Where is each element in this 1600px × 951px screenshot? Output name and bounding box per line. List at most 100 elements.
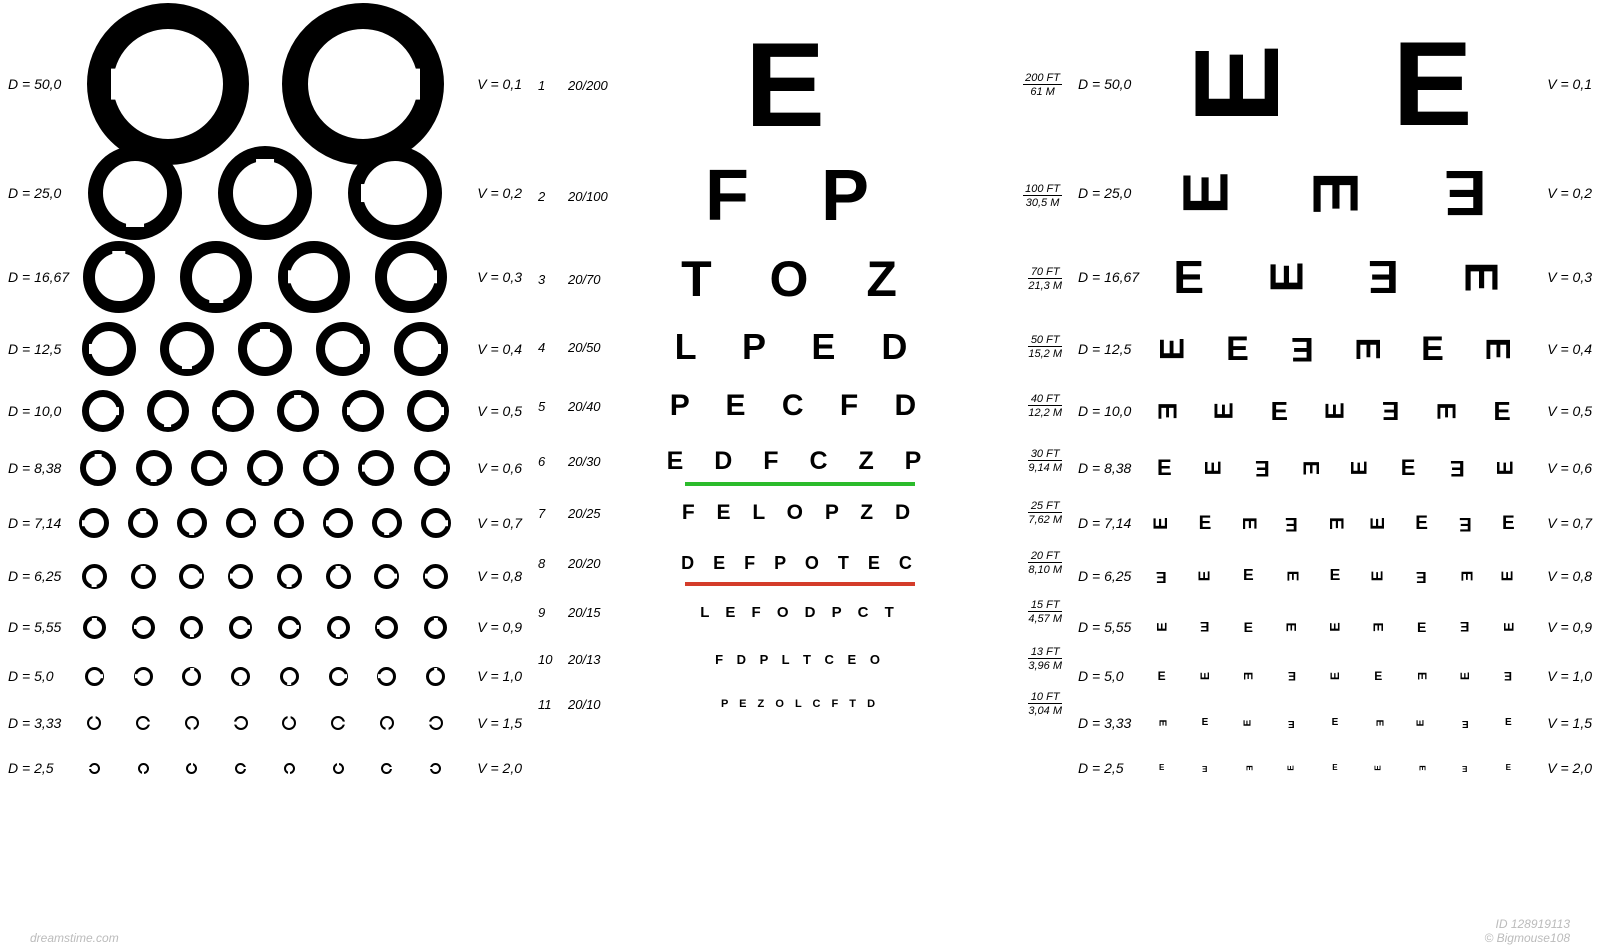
tumbling-e-icon: E (1495, 461, 1517, 476)
tumbling-e-icon: E (1450, 457, 1465, 479)
tumbling-e-icon: E (1374, 765, 1382, 770)
tumbling-e-row: D = 2,5V = 2,0EEEEEEEEE (1070, 746, 1600, 790)
landolt-c-icon (87, 716, 101, 730)
landolt-c-icon (134, 667, 153, 686)
line-number: 8 (538, 556, 545, 571)
landolt-c-icon (274, 508, 304, 538)
glyph-row (70, 602, 460, 652)
landolt-c-icon (331, 716, 345, 730)
tumbling-e-icon: E (1177, 44, 1297, 124)
tumbling-e-icon: E (1226, 332, 1249, 366)
landolt-c-icon (88, 146, 182, 240)
tumbling-e-icon: E (1457, 571, 1473, 582)
distance-ft: 100 FT (1023, 183, 1062, 196)
glyph-row: EEEE (1140, 238, 1530, 316)
optotype-letters: L E F O D P C T (650, 588, 950, 636)
landolt-c-icon (128, 508, 158, 538)
distance-label: 50 FT15,2 M (1028, 334, 1062, 360)
distance-label: D = 3,33 (1078, 715, 1131, 731)
visus-label: V = 0,9 (477, 619, 522, 635)
distance-label: D = 6,25 (1078, 568, 1131, 584)
landolt-c-icon (394, 322, 448, 376)
landolt-c-icon (229, 616, 252, 639)
landolt-row: D = 12,5V = 0,4 (0, 316, 530, 382)
tumbling-e-icon: E (1173, 172, 1237, 215)
acuity-label: 20/70 (568, 272, 601, 287)
tumbling-e-icon: E (1155, 402, 1181, 419)
snellen-row: 720/25F E L O P Z D25 FT7,62 M (530, 488, 1070, 538)
tumbling-e-icon: E (1433, 402, 1459, 419)
optotype-letters: F P (650, 150, 950, 242)
landolt-c-icon (147, 390, 189, 432)
snellen-row: 320/70T O Z70 FT21,3 M (530, 242, 1070, 316)
landolt-c-icon (348, 146, 442, 240)
acuity-label: 20/30 (568, 454, 601, 469)
landolt-row: D = 50,0V = 0,1 (0, 20, 530, 148)
landolt-c-icon (277, 390, 319, 432)
landolt-c-icon (430, 763, 441, 774)
landolt-c-icon (316, 322, 370, 376)
landolt-c-icon (226, 508, 256, 538)
landolt-c-icon (80, 450, 116, 486)
glyph-row (70, 496, 460, 550)
distance-label: 100 FT30,5 M (1023, 183, 1062, 209)
landolt-c-icon (235, 763, 246, 774)
landolt-c-icon (136, 450, 172, 486)
tumbling-e-icon: E (1370, 571, 1386, 582)
acuity-label: 20/25 (568, 506, 601, 521)
landolt-c-icon (136, 716, 150, 730)
tumbling-e-icon: E (1373, 720, 1383, 727)
visus-label: V = 1,0 (477, 668, 522, 684)
tumbling-e-icon: E (1417, 620, 1426, 634)
tumbling-e-icon: E (1284, 571, 1300, 582)
distance-label: D = 6,25 (8, 568, 61, 584)
optotype-letters: F E L O P Z D (650, 488, 950, 538)
acuity-label: 20/50 (568, 340, 601, 355)
landolt-c-icon (284, 763, 295, 774)
acuity-label: 20/40 (568, 399, 601, 414)
distance-label: D = 25,0 (1078, 185, 1131, 201)
watermark-left: dreamstime.com (30, 931, 119, 945)
optotype-letters: E (650, 20, 950, 150)
glyph-row (70, 746, 460, 790)
tumbling-e-icon: E (1382, 398, 1399, 424)
snellen-row: 420/50L P E D50 FT15,2 M (530, 316, 1070, 378)
distance-label: D = 8,38 (8, 460, 61, 476)
tumbling-e-icon: E (1300, 461, 1322, 476)
distance-ft: 70 FT (1028, 266, 1062, 279)
tumbling-e-icon: E (1458, 262, 1504, 293)
tumbling-e-icon: E (1156, 568, 1167, 584)
distance-label: D = 2,5 (1078, 760, 1124, 776)
tumbling-e-row: D = 25,0V = 0,2EEE (1070, 148, 1600, 238)
visus-label: V = 0,4 (477, 341, 522, 357)
landolt-c-icon (426, 667, 445, 686)
line-number: 4 (538, 340, 545, 355)
tumbling-e-icon: E (1199, 672, 1211, 680)
tumbling-e-icon: E (1239, 517, 1258, 530)
line-number: 11 (538, 697, 552, 712)
glyph-row: EE (1140, 20, 1530, 148)
tumbling-e-icon: E (1504, 670, 1512, 682)
visus-label: V = 0,6 (1547, 460, 1592, 476)
landolt-c-icon (326, 564, 351, 589)
snellen-row: 820/20D E F P O T E C20 FT8,10 M (530, 538, 1070, 588)
tumbling-e-icon: E (1271, 398, 1288, 424)
tumbling-e-icon: E (1322, 402, 1348, 419)
tumbling-e-icon: E (1459, 514, 1472, 533)
landolt-c-icon (89, 763, 100, 774)
optotype-letters: D E F P O T E C (650, 538, 950, 588)
optotype-letters: E D F C Z P (650, 434, 950, 488)
landolt-c-icon (333, 763, 344, 774)
distance-ft: 25 FT (1028, 500, 1062, 513)
line-number: 1 (538, 78, 545, 93)
visus-label: V = 0,6 (477, 460, 522, 476)
landolt-c-icon (179, 564, 204, 589)
distance-ft: 200 FT (1023, 72, 1062, 85)
distance-label: D = 5,55 (1078, 619, 1131, 635)
landolt-c-chart: D = 50,0V = 0,1D = 25,0V = 0,2D = 16,67V… (0, 20, 530, 921)
tumbling-e-row: D = 7,14V = 0,7EEEEEEEEE (1070, 496, 1600, 550)
glyph-row: EEE (1140, 148, 1530, 238)
landolt-c-icon (280, 667, 299, 686)
landolt-c-icon (414, 450, 450, 486)
glyph-row: EEEEEEEEE (1140, 496, 1530, 550)
